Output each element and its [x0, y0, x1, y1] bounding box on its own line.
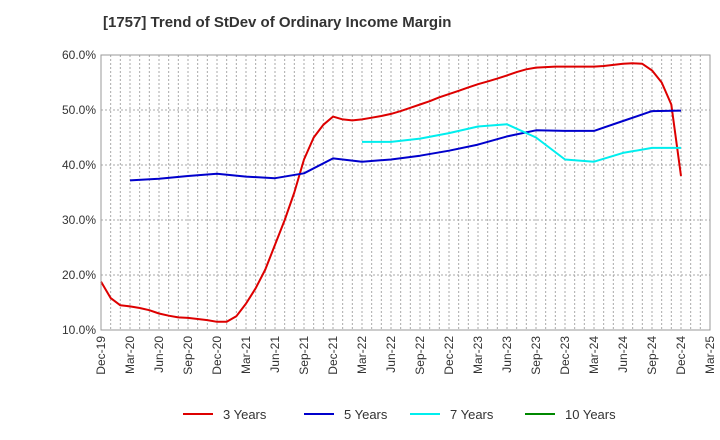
legend-label: 3 Years [223, 407, 267, 422]
x-tick-label: Dec-23 [558, 336, 572, 375]
series-line [100, 62, 682, 323]
x-tick-label: Jun-23 [500, 336, 514, 373]
x-tick-label: Mar-25 [703, 336, 717, 374]
plot-frame [100, 54, 711, 331]
y-axis-ticks: 10.0% 20.0% 30.0% 40.0% 50.0% 60.0% [62, 48, 96, 337]
x-tick-label: Sep-23 [529, 336, 543, 375]
y-tick-label: 30.0% [62, 213, 96, 227]
x-tick-label: Dec-20 [210, 336, 224, 375]
x-tick-label: Sep-21 [297, 336, 311, 375]
y-tick-label: 60.0% [62, 48, 96, 62]
x-tick-label: Jun-24 [616, 336, 630, 373]
legend: 3 Years 5 Years 7 Years 10 Years [183, 407, 616, 422]
x-tick-label: Mar-23 [471, 336, 485, 374]
x-axis-ticks: Dec-19 Mar-20 Jun-20 Sep-20 Dec-20 Mar-21 Jun-… [94, 336, 717, 375]
x-tick-label: Mar-21 [239, 336, 253, 374]
x-tick-label: Dec-24 [674, 336, 688, 375]
x-tick-label: Sep-20 [181, 336, 195, 375]
legend-label: 10 Years [565, 407, 616, 422]
x-tick-label: Dec-22 [442, 336, 456, 375]
x-tick-label: Sep-24 [645, 336, 659, 375]
series-lines [100, 62, 682, 323]
x-tick-label: Mar-20 [123, 336, 137, 374]
y-tick-label: 40.0% [62, 158, 96, 172]
chart-title: [1757] Trend of StDev of Ordinary Income… [103, 14, 452, 31]
x-tick-label: Jun-22 [384, 336, 398, 373]
x-tick-label: Dec-21 [326, 336, 340, 375]
x-tick-label: Mar-22 [355, 336, 369, 374]
grid-lines [101, 55, 710, 330]
legend-label: 7 Years [450, 407, 494, 422]
y-tick-label: 10.0% [62, 323, 96, 337]
x-tick-label: Dec-19 [94, 336, 108, 375]
y-tick-label: 20.0% [62, 268, 96, 282]
x-tick-label: Jun-20 [152, 336, 166, 373]
x-tick-label: Jun-21 [268, 336, 282, 373]
y-tick-label: 50.0% [62, 103, 96, 117]
series-line [129, 109, 682, 182]
series-line [362, 123, 681, 163]
x-tick-label: Sep-22 [413, 336, 427, 375]
x-tick-label: Mar-24 [587, 336, 601, 374]
legend-label: 5 Years [344, 407, 388, 422]
